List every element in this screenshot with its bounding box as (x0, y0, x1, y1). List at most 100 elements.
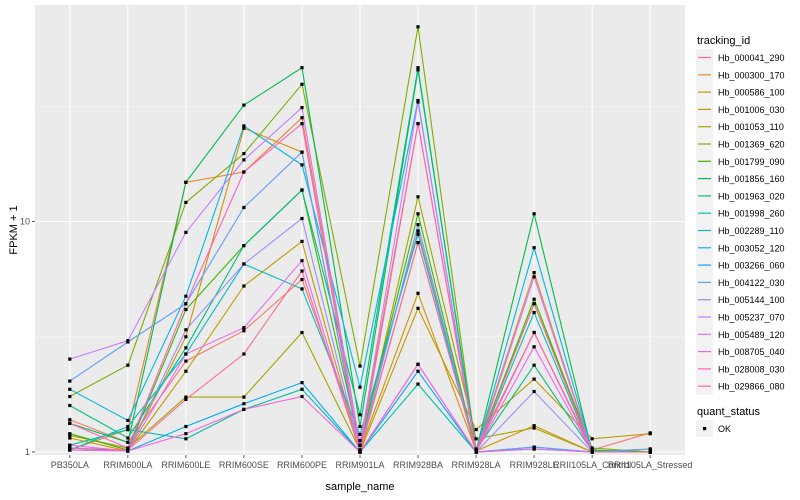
data-point (68, 418, 72, 422)
legend-item: Hb_028008_030 (696, 360, 785, 378)
data-point (416, 369, 420, 373)
legend-label: Hb_001799_090 (718, 157, 785, 167)
data-point (358, 413, 362, 417)
data-point (358, 432, 362, 437)
y-tick-label: 10 (20, 217, 30, 227)
data-point (300, 269, 304, 273)
legend-item: Hb_008705_040 (696, 343, 785, 361)
data-point (532, 426, 536, 430)
data-point (242, 158, 246, 162)
data-point (242, 352, 246, 356)
data-point (68, 394, 72, 399)
data-point (68, 433, 72, 437)
data-point (242, 170, 246, 174)
data-point (358, 439, 362, 443)
legend-label: Hb_003266_060 (718, 261, 785, 271)
legend-label: Hb_001998_260 (718, 209, 785, 219)
legend-label: Hb_008705_040 (718, 347, 785, 357)
x-tick-label: RRIM600LA (103, 460, 152, 470)
x-tick-label: RRIM928LA (452, 460, 501, 470)
data-point (184, 180, 188, 184)
data-point (68, 446, 72, 450)
data-point (126, 440, 130, 444)
x-tick-label: PB350LA (51, 460, 89, 470)
data-point (590, 437, 594, 441)
data-point (300, 216, 304, 221)
data-point (184, 437, 188, 441)
data-point (184, 395, 188, 399)
data-point (300, 150, 304, 154)
x-axis-title: sample_name (325, 481, 394, 493)
legend-item: Hb_001006_030 (696, 100, 785, 118)
data-point (416, 66, 420, 70)
data-point (184, 352, 188, 356)
data-point (474, 437, 478, 441)
data-point (532, 246, 536, 250)
data-point (126, 436, 130, 440)
legend-label: Hb_005144_100 (718, 295, 785, 305)
data-point (358, 443, 362, 447)
data-point (358, 424, 362, 429)
data-point (532, 447, 536, 451)
data-point (68, 448, 72, 452)
data-point (184, 346, 188, 350)
data-point (242, 284, 246, 288)
shape-legend-item: OK (696, 420, 731, 437)
series-points (68, 25, 652, 454)
data-point (648, 447, 652, 451)
data-point (532, 212, 536, 216)
legend-label: Hb_000041_290 (718, 53, 785, 63)
data-point (416, 100, 420, 104)
data-point (184, 302, 188, 306)
legend-label: Hb_005489_120 (718, 330, 785, 340)
data-point (590, 446, 594, 450)
data-point (532, 389, 536, 394)
legend-item: Hb_005489_120 (696, 325, 785, 343)
x-tick-label: RRII105LA_Stressed (608, 460, 693, 470)
data-point (68, 357, 72, 361)
data-point (242, 407, 246, 411)
data-point (532, 345, 536, 349)
legend-label: Hb_028008_030 (718, 364, 785, 374)
data-point (184, 397, 188, 401)
data-point (126, 363, 130, 367)
data-point (242, 205, 246, 210)
x-tick-label: RRIM901LA (335, 460, 384, 470)
data-point (532, 377, 536, 381)
data-point (300, 116, 304, 120)
data-point (242, 124, 246, 128)
legend-item: Hb_001053_110 (696, 118, 784, 136)
data-point (68, 443, 72, 447)
data-point (532, 297, 536, 301)
legend-item: Hb_000300_170 (696, 66, 785, 84)
data-point (416, 291, 420, 295)
legend-label: Hb_000586_100 (718, 88, 785, 98)
data-point (68, 379, 72, 383)
data-point (416, 212, 420, 216)
data-point (416, 25, 420, 29)
data-point (416, 229, 420, 233)
legend: tracking_id Hb_000041_290Hb_000300_170Hb… (696, 35, 785, 437)
data-point (126, 448, 130, 452)
x-tick-label: RRIM928BA (393, 460, 443, 470)
legend-label: Hb_001856_160 (718, 174, 785, 184)
data-point (126, 418, 130, 422)
legend-item: Hb_001998_260 (696, 204, 785, 222)
data-point (300, 82, 304, 86)
legend-item: Hb_003052_120 (696, 239, 785, 257)
data-point (184, 200, 188, 204)
data-point (416, 68, 420, 72)
x-tick-label: RRIM928LE (510, 460, 559, 470)
y-axis-title: FPKM + 1 (8, 205, 20, 254)
data-point (300, 394, 304, 399)
data-point (300, 122, 304, 126)
data-point (68, 432, 72, 436)
data-point (416, 223, 420, 227)
data-point (300, 381, 304, 385)
legend-label: Hb_001369_620 (718, 140, 785, 150)
legend-label: Hb_001006_030 (718, 105, 785, 115)
shape-legend-items: OK (696, 420, 731, 437)
legend-label: Hb_002289_110 (718, 226, 784, 236)
legend-item: Hb_005144_100 (696, 291, 785, 309)
